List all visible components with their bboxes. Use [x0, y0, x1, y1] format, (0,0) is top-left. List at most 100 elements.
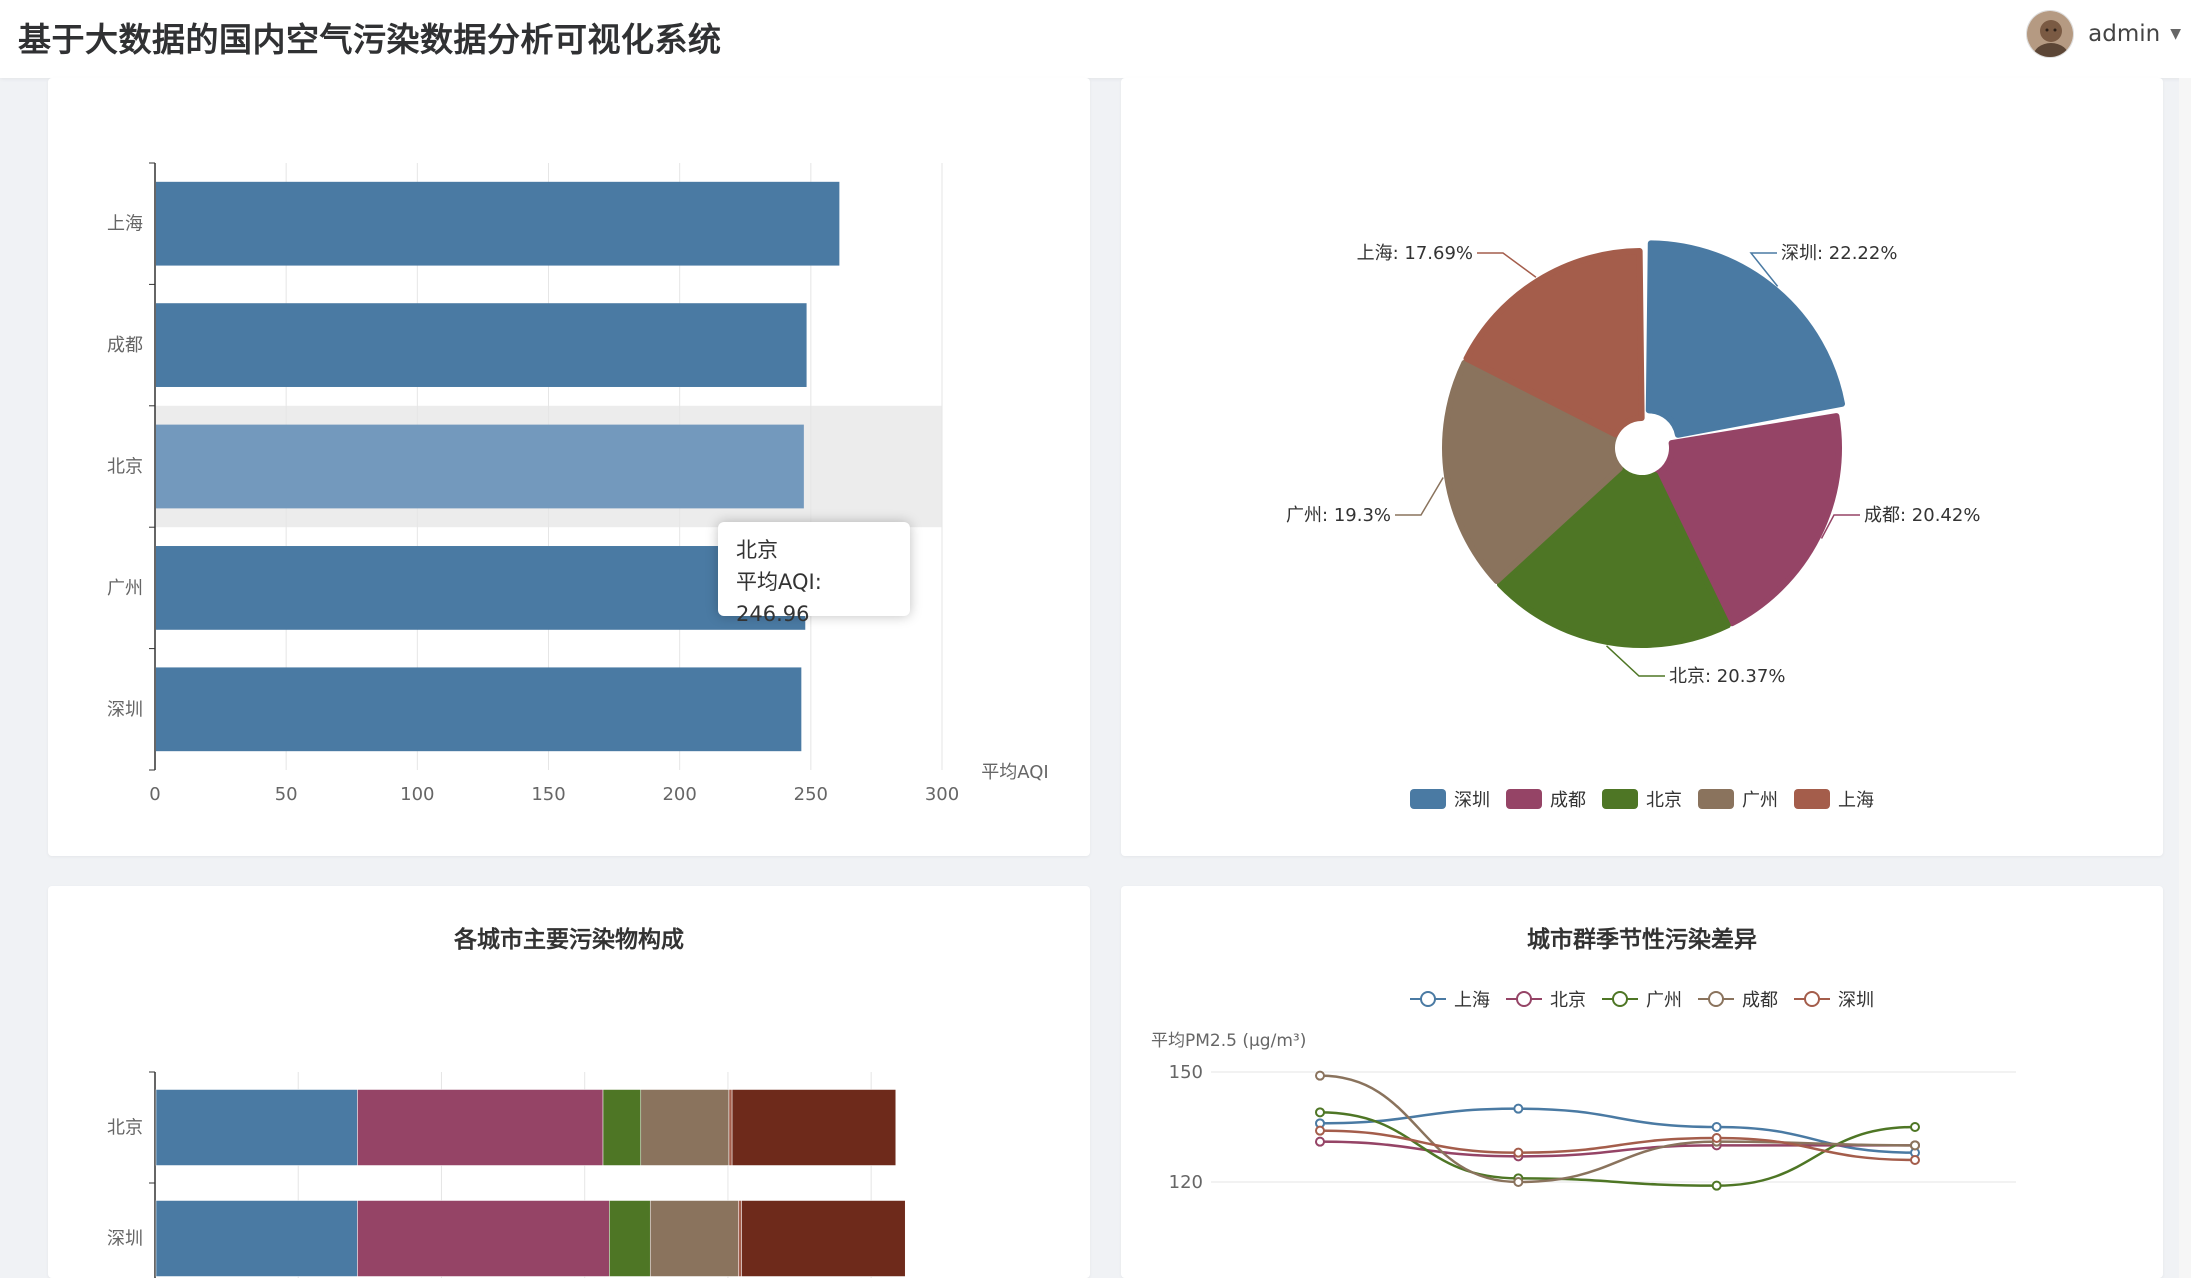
pie-slice-深圳[interactable] — [1645, 240, 1846, 438]
legend-item-广州[interactable]: 广州 — [1698, 786, 1778, 812]
legend-item-广州[interactable]: 广州 — [1602, 986, 1682, 1012]
y-tick-label: 150 — [1169, 1062, 1203, 1083]
data-point-广州[interactable] — [1910, 1122, 1920, 1132]
user-menu[interactable]: admin ▼ — [2026, 8, 2181, 60]
stack-segment-深圳[interactable] — [155, 1200, 358, 1277]
pie-label-line — [1477, 252, 1537, 278]
y-tick-label: 120 — [1169, 1172, 1203, 1193]
legend-swatch — [1506, 989, 1542, 1009]
seasonal-line-chart[interactable]: 平均PM2.5 (μg/m³) 150 120 — [1121, 886, 2163, 1278]
legend-swatch — [1794, 789, 1830, 809]
legend-swatch — [1602, 989, 1638, 1009]
series-line-深圳[interactable] — [1319, 1129, 1916, 1162]
tooltip-city: 北京 — [736, 538, 778, 562]
bar-北京[interactable] — [156, 424, 804, 509]
pie-slice-北京[interactable] — [1496, 465, 1731, 648]
legend-label: 深圳 — [1454, 790, 1490, 811]
series-line-成都[interactable] — [1319, 1074, 1916, 1184]
series-line-上海[interactable] — [1319, 1107, 1916, 1154]
y-tick-label: 上海 — [107, 214, 143, 235]
pie-label-line — [1605, 645, 1665, 677]
legend-item-上海[interactable]: 上海 — [1410, 986, 1490, 1012]
stack-segment-北京[interactable] — [731, 1089, 897, 1166]
legend-item-深圳[interactable]: 深圳 — [1410, 786, 1490, 812]
line-legend: 上海 北京 广州 成都 深圳 — [1121, 986, 2163, 1012]
legend-swatch — [1602, 789, 1638, 809]
x-tick-label: 250 — [794, 784, 828, 805]
bar-上海[interactable] — [156, 181, 840, 266]
data-point-深圳[interactable] — [1315, 1125, 1325, 1136]
stack-segment-深圳[interactable] — [649, 1200, 739, 1277]
legend-label: 成都 — [1742, 990, 1778, 1011]
legend-item-成都[interactable]: 成都 — [1698, 986, 1778, 1012]
bar-成都[interactable] — [156, 303, 807, 387]
username[interactable]: admin — [2088, 21, 2161, 47]
stack-segment-北京[interactable] — [155, 1089, 358, 1166]
legend-label: 上海 — [1838, 790, 1874, 811]
legend-item-北京[interactable]: 北京 — [1602, 786, 1682, 812]
chevron-down-icon[interactable]: ▼ — [2170, 26, 2181, 42]
y-tick-label: 广州 — [107, 578, 143, 599]
legend-item-北京[interactable]: 北京 — [1506, 986, 1586, 1012]
app-title: 基于大数据的国内空气污染数据分析可视化系统 — [18, 20, 722, 59]
stack-segment-北京[interactable] — [640, 1089, 730, 1166]
pie-slice-成都[interactable] — [1652, 413, 1842, 627]
data-point-成都[interactable] — [1910, 1140, 1920, 1151]
data-point-北京[interactable] — [1315, 1136, 1325, 1147]
legend-label: 上海 — [1454, 990, 1490, 1011]
pie-slice-上海[interactable] — [1463, 248, 1645, 438]
pie-label: 北京: 20.37% — [1669, 666, 1785, 687]
stack-segment-深圳[interactable] — [357, 1200, 610, 1277]
legend-swatch — [1410, 789, 1446, 809]
legend-label: 成都 — [1550, 790, 1586, 811]
y-tick-label: 北京 — [107, 457, 143, 478]
page-scrollbar[interactable] — [2179, 78, 2191, 1278]
bar-深圳[interactable] — [156, 667, 802, 752]
stack-segment-深圳[interactable] — [741, 1200, 906, 1277]
legend-label: 北京 — [1550, 990, 1586, 1011]
legend-swatch — [1506, 789, 1542, 809]
series-line-北京[interactable] — [1319, 1140, 1915, 1158]
pie-label-line — [1395, 477, 1444, 516]
pie-label: 深圳: 22.22% — [1781, 243, 1897, 264]
legend-label: 北京 — [1646, 790, 1682, 811]
avatar[interactable] — [2026, 10, 2075, 58]
bar-广州[interactable] — [156, 546, 806, 630]
avatar-image — [2027, 11, 2074, 57]
legend-swatch — [1794, 989, 1830, 1009]
legend-item-深圳[interactable]: 深圳 — [1794, 986, 1874, 1012]
series-line-广州[interactable] — [1319, 1111, 1916, 1187]
data-point-成都[interactable] — [1513, 1177, 1524, 1187]
aqi-share-pie-chart[interactable]: 深圳: 22.22% 成都: 20.42% 北京: 20.37% 广州: 19.3% 上… — [1121, 78, 2163, 856]
legend-item-成都[interactable]: 成都 — [1506, 786, 1586, 812]
seasonal-chart-title: 城市群季节性污染差异 — [1527, 927, 1757, 953]
pie-label: 上海: 17.69% — [1357, 243, 1473, 264]
stack-segment-北京[interactable] — [602, 1089, 642, 1166]
data-point-成都[interactable] — [1315, 1070, 1325, 1081]
data-point-广州[interactable] — [1711, 1180, 1722, 1191]
avg-aqi-bar-panel: 0 50 100 150 200 250 300 上海 成都 北京 广州 深圳 平均AQI 北京 平均A… — [48, 78, 1090, 856]
aqi-share-pie-panel: 深圳: 22.22% 成都: 20.42% 北京: 20.37% 广州: 19.3% 上… — [1121, 78, 2163, 856]
legend-label: 广州 — [1742, 790, 1778, 811]
data-point-深圳[interactable] — [1910, 1155, 1920, 1165]
stack-segment-北京[interactable] — [728, 1089, 733, 1166]
stack-segment-深圳[interactable] — [738, 1200, 742, 1277]
y-tick-label: 深圳 — [107, 699, 143, 720]
x-tick-label: 100 — [400, 784, 434, 805]
pie-label-line — [1749, 252, 1779, 287]
x-axis-label: 平均AQI — [981, 762, 1048, 783]
data-point-上海[interactable] — [1513, 1103, 1524, 1114]
stack-segment-北京[interactable] — [357, 1089, 604, 1166]
legend-item-上海[interactable]: 上海 — [1794, 786, 1874, 812]
data-point-深圳[interactable] — [1711, 1133, 1722, 1143]
data-point-深圳[interactable] — [1513, 1147, 1524, 1158]
tooltip-value: 平均AQI: 246.96 — [736, 570, 822, 626]
data-point-广州[interactable] — [1315, 1107, 1325, 1118]
y-tick-label: 成都 — [107, 335, 143, 356]
data-point-上海[interactable] — [1711, 1122, 1722, 1132]
stack-segment-深圳[interactable] — [609, 1200, 651, 1277]
pollutant-chart-title: 各城市主要污染物构成 — [454, 927, 684, 953]
x-tick-label: 0 — [149, 784, 160, 805]
